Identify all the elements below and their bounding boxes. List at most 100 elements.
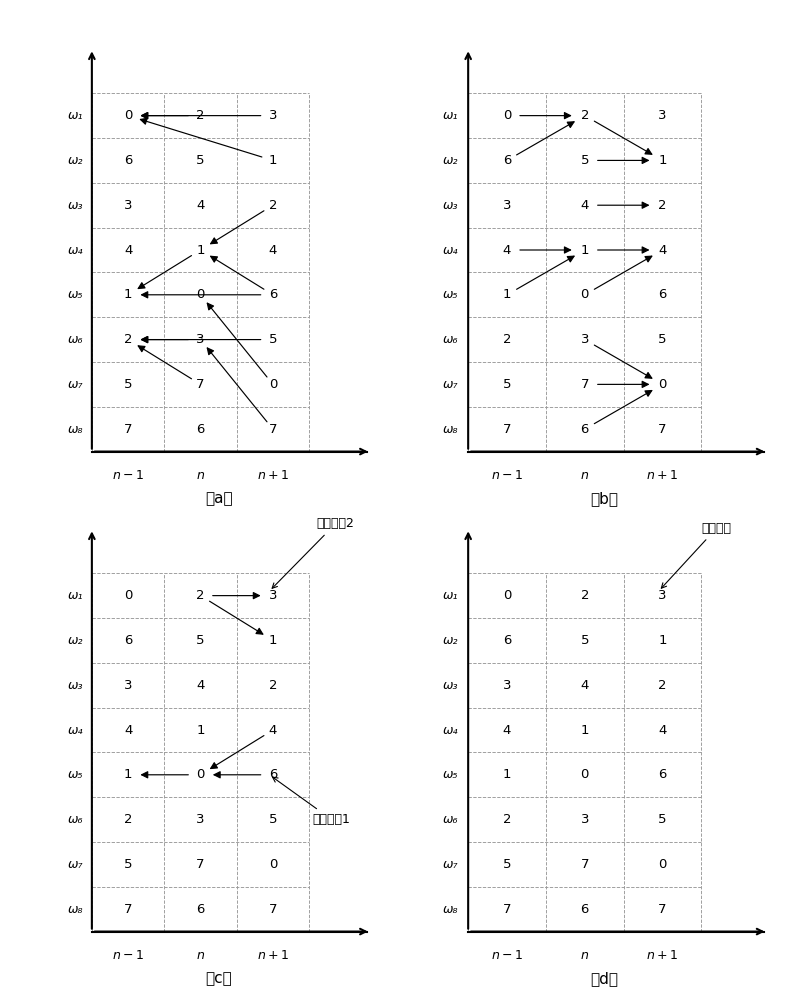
Text: 0: 0 xyxy=(269,858,277,871)
Text: ω₆: ω₆ xyxy=(444,813,459,826)
Text: 5: 5 xyxy=(124,858,132,871)
Text: ω₁: ω₁ xyxy=(68,589,83,602)
Text: 0: 0 xyxy=(196,288,204,301)
Text: 4: 4 xyxy=(124,724,132,736)
Text: 0: 0 xyxy=(124,109,132,122)
Text: 1: 1 xyxy=(502,288,511,301)
Text: 最优路径1: 最优路径1 xyxy=(273,777,351,826)
Text: 3: 3 xyxy=(124,199,132,212)
Text: 2: 2 xyxy=(196,589,205,602)
Text: 7: 7 xyxy=(196,858,205,871)
Text: 2: 2 xyxy=(580,109,589,122)
Text: 1: 1 xyxy=(196,243,205,256)
Text: 6: 6 xyxy=(580,903,589,916)
Text: ω₇: ω₇ xyxy=(68,858,83,871)
Text: （a）: （a） xyxy=(205,491,232,506)
Text: 4: 4 xyxy=(269,243,277,256)
Text: 6: 6 xyxy=(269,288,277,301)
Text: 0: 0 xyxy=(269,378,277,391)
Text: 7: 7 xyxy=(658,423,667,436)
Text: ω₃: ω₃ xyxy=(68,199,83,212)
Text: 0: 0 xyxy=(124,589,132,602)
Text: ω₅: ω₅ xyxy=(444,288,459,301)
Text: 5: 5 xyxy=(502,858,511,871)
Text: 4: 4 xyxy=(503,243,511,256)
Text: 4: 4 xyxy=(196,679,204,692)
Text: 1: 1 xyxy=(269,634,277,647)
Text: 3: 3 xyxy=(580,813,589,826)
Text: ω₆: ω₆ xyxy=(68,813,83,826)
Text: 2: 2 xyxy=(502,813,511,826)
Text: ω₇: ω₇ xyxy=(444,858,459,871)
Text: ω₈: ω₈ xyxy=(68,423,83,436)
Text: 0: 0 xyxy=(658,858,667,871)
Text: 6: 6 xyxy=(503,634,511,647)
Text: 5: 5 xyxy=(580,154,589,167)
Text: 7: 7 xyxy=(269,903,277,916)
Text: 0: 0 xyxy=(196,768,204,781)
Text: 4: 4 xyxy=(503,724,511,736)
Text: 1: 1 xyxy=(658,634,667,647)
Text: 3: 3 xyxy=(502,199,511,212)
Text: 7: 7 xyxy=(124,423,132,436)
Text: 3: 3 xyxy=(124,679,132,692)
Text: （d）: （d） xyxy=(590,971,619,986)
Text: 2: 2 xyxy=(658,679,667,692)
Text: 3: 3 xyxy=(269,589,277,602)
Text: 5: 5 xyxy=(658,333,667,346)
Text: 6: 6 xyxy=(658,288,667,301)
Text: 6: 6 xyxy=(124,634,132,647)
Text: 1: 1 xyxy=(658,154,667,167)
Text: 7: 7 xyxy=(502,423,511,436)
Text: 2: 2 xyxy=(269,199,277,212)
Text: 3: 3 xyxy=(502,679,511,692)
Text: ω₄: ω₄ xyxy=(68,724,83,736)
Text: 7: 7 xyxy=(658,903,667,916)
Text: 6: 6 xyxy=(196,903,204,916)
Text: 6: 6 xyxy=(580,423,589,436)
Text: $n+1$: $n+1$ xyxy=(646,949,678,962)
Text: 1: 1 xyxy=(580,724,589,736)
Text: 6: 6 xyxy=(658,768,667,781)
Text: 5: 5 xyxy=(269,333,277,346)
Text: 7: 7 xyxy=(124,903,132,916)
Text: 5: 5 xyxy=(580,634,589,647)
Text: 7: 7 xyxy=(580,858,589,871)
Text: 5: 5 xyxy=(124,378,132,391)
Text: 3: 3 xyxy=(658,109,667,122)
Text: 4: 4 xyxy=(658,724,667,736)
Text: 5: 5 xyxy=(196,154,205,167)
Text: $n$: $n$ xyxy=(580,949,589,962)
Text: 0: 0 xyxy=(503,109,511,122)
Text: 4: 4 xyxy=(580,199,589,212)
Text: 2: 2 xyxy=(502,333,511,346)
Text: 5: 5 xyxy=(269,813,277,826)
Text: $n-1$: $n-1$ xyxy=(491,949,523,962)
Text: （b）: （b） xyxy=(590,491,619,506)
Text: ω₆: ω₆ xyxy=(444,333,459,346)
Text: 7: 7 xyxy=(269,423,277,436)
Text: ω₃: ω₃ xyxy=(444,679,459,692)
Text: $n+1$: $n+1$ xyxy=(257,949,289,962)
Text: 7: 7 xyxy=(196,378,205,391)
Text: $n$: $n$ xyxy=(196,469,205,482)
Text: $n+1$: $n+1$ xyxy=(646,469,678,482)
Text: ω₂: ω₂ xyxy=(68,154,83,167)
Text: ω₂: ω₂ xyxy=(68,634,83,647)
Text: $n+1$: $n+1$ xyxy=(257,469,289,482)
Text: 0: 0 xyxy=(580,288,589,301)
Text: 1: 1 xyxy=(124,288,132,301)
Text: 4: 4 xyxy=(269,724,277,736)
Text: 0: 0 xyxy=(580,768,589,781)
Text: 3: 3 xyxy=(269,109,277,122)
Text: ω₈: ω₈ xyxy=(68,903,83,916)
Text: 0: 0 xyxy=(658,378,667,391)
Text: 3: 3 xyxy=(580,333,589,346)
Text: 7: 7 xyxy=(580,378,589,391)
Text: ω₁: ω₁ xyxy=(444,109,459,122)
Text: 5: 5 xyxy=(658,813,667,826)
Text: 4: 4 xyxy=(658,243,667,256)
Text: 4: 4 xyxy=(124,243,132,256)
Text: 1: 1 xyxy=(580,243,589,256)
Text: ω₄: ω₄ xyxy=(68,243,83,256)
